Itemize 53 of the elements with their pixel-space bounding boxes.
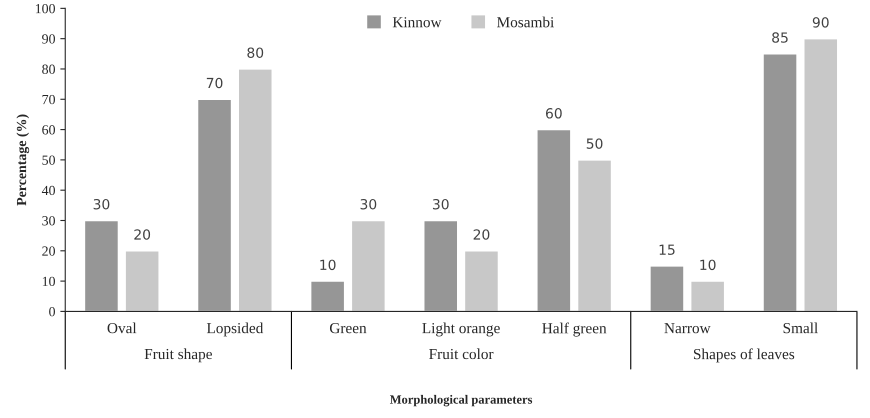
data-label: 50 bbox=[586, 138, 602, 149]
bar bbox=[196, 98, 232, 312]
y-tick-label: 100 bbox=[36, 4, 55, 14]
x-tick-label: Light orange bbox=[422, 322, 500, 336]
text: Fruit shape bbox=[144, 348, 212, 362]
data-label: 15 bbox=[660, 244, 675, 255]
data-label: 60 bbox=[546, 108, 562, 119]
text: Fruit color bbox=[429, 348, 494, 360]
legend-label: Mosambi bbox=[497, 16, 554, 28]
bar bbox=[536, 128, 572, 312]
bar bbox=[649, 265, 685, 312]
data-label: 10 bbox=[700, 260, 716, 270]
bar bbox=[84, 220, 120, 312]
bar bbox=[238, 68, 273, 312]
data-label: 10 bbox=[320, 260, 336, 270]
y-tick-label: 60 bbox=[42, 125, 55, 135]
data-label: 20 bbox=[134, 229, 150, 240]
x-tick-label: Green bbox=[330, 323, 366, 334]
x-tick-label: Lopsided bbox=[206, 322, 264, 336]
text: Shapes of leaves bbox=[694, 348, 794, 362]
data-label: 90 bbox=[812, 17, 829, 28]
bar bbox=[423, 220, 458, 312]
x-tick-label: Small bbox=[784, 322, 818, 334]
x-tick-label: Half green bbox=[542, 322, 606, 337]
y-tick-label: 20 bbox=[42, 246, 55, 256]
data-label: 70 bbox=[206, 78, 222, 88]
x-tick-label: Narrow bbox=[664, 323, 711, 334]
y-tick-label: 40 bbox=[42, 186, 55, 196]
y-tick-label: 80 bbox=[42, 64, 55, 74]
y-tick-label: 90 bbox=[42, 34, 55, 44]
data-label: 30 bbox=[360, 198, 376, 210]
y-axis-title: Percentage (%) bbox=[16, 114, 30, 206]
x-axis-title: Morphological parameters bbox=[390, 394, 532, 406]
data-label: 85 bbox=[772, 32, 788, 43]
bar bbox=[124, 250, 160, 312]
y-tick-label: 70 bbox=[42, 94, 55, 104]
x-tick-label: Oval bbox=[108, 322, 136, 334]
y-tick-label: 30 bbox=[42, 216, 55, 226]
y-tick-label: 10 bbox=[42, 276, 55, 286]
bar bbox=[576, 159, 612, 312]
bar bbox=[690, 280, 726, 312]
y-tick-label: 0 bbox=[49, 306, 55, 316]
bar bbox=[762, 53, 798, 312]
y-tick-label: 50 bbox=[42, 155, 55, 165]
bar bbox=[464, 250, 500, 312]
data-label: 30 bbox=[94, 198, 110, 210]
legend-label: Kinnow bbox=[392, 17, 442, 28]
bar bbox=[310, 280, 346, 312]
data-label: 20 bbox=[474, 229, 490, 240]
data-label: 30 bbox=[432, 198, 449, 210]
data-label: 80 bbox=[247, 47, 264, 58]
bar bbox=[803, 38, 838, 312]
bar bbox=[350, 220, 386, 312]
